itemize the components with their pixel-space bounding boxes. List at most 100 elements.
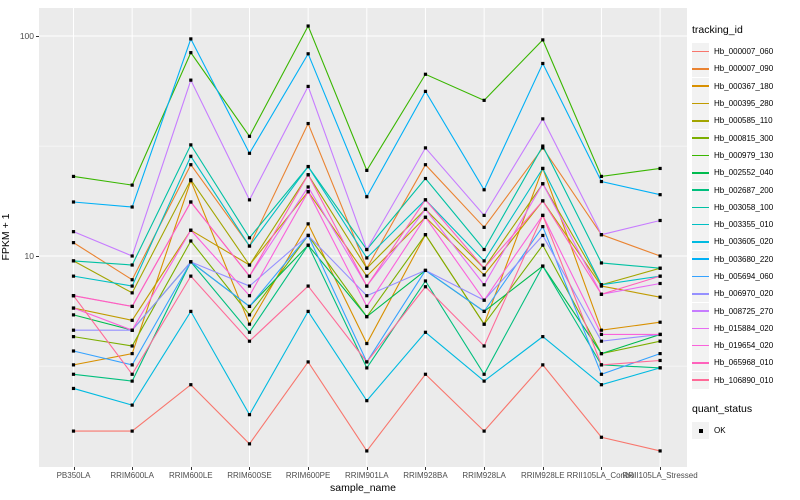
x-tick-label-RRIM600PE: RRIM600PE [285, 471, 331, 480]
data-point [365, 341, 369, 346]
legend-key-line [692, 85, 709, 88]
data-point [189, 143, 193, 147]
data-point [599, 339, 604, 343]
data-point [541, 264, 545, 268]
data-point [365, 284, 369, 288]
legend-label: Hb_002687_200 [714, 185, 774, 195]
data-point [306, 309, 310, 313]
data-point [247, 294, 252, 298]
data-point [658, 281, 662, 286]
data-point [541, 146, 545, 150]
data-point [130, 429, 134, 433]
legend-key-line [692, 275, 709, 278]
legend-key-line [692, 292, 709, 295]
legend-label: Hb_006970_020 [714, 289, 774, 299]
legend-label: Hb_015884_020 [714, 323, 774, 333]
legend-key-swatch [692, 302, 709, 320]
legend-label: Hb_003355_010 [714, 220, 774, 230]
x-tick-mark [249, 467, 251, 470]
legend-entries: Hb_000007_060 Hb_000007_090 Hb_000367_180 H… [692, 43, 798, 389]
legend-label: Hb_106890_010 [714, 375, 774, 385]
x-tick-label-RRII105LA_Stressed: RRII105LA_Stressed [622, 471, 698, 480]
legend-key-line [692, 310, 709, 312]
data-point [658, 332, 662, 337]
legend-key-line [692, 241, 709, 243]
data-point [247, 134, 252, 138]
data-point [306, 284, 310, 288]
data-point [130, 284, 134, 288]
x-tick-label-RRIM901LA: RRIM901LA [345, 471, 389, 480]
y-axis-title: FPKM + 1 [0, 213, 12, 261]
data-point [658, 320, 662, 324]
legend-key-line [692, 327, 709, 330]
data-point [541, 225, 545, 229]
data-point [423, 89, 428, 93]
data-point [658, 295, 662, 299]
data-point [71, 259, 76, 263]
data-point [365, 366, 369, 370]
legend-label: Hb_002552_040 [714, 168, 774, 178]
data-point [423, 207, 428, 211]
data-point [658, 366, 662, 370]
data-point [130, 183, 134, 187]
x-tick-label-RRIM600SE: RRIM600SE [227, 471, 272, 480]
data-point [247, 304, 252, 309]
data-point [541, 117, 545, 121]
data-point [599, 383, 604, 387]
data-point [482, 429, 486, 433]
data-point [423, 279, 428, 283]
data-point [247, 322, 252, 326]
legend-entry-Hb_000007_090: Hb_000007_090 [692, 60, 798, 78]
data-point [306, 190, 310, 194]
data-point [247, 413, 252, 417]
data-point [247, 236, 252, 240]
data-point [189, 260, 193, 264]
data-point [130, 254, 134, 258]
plot-panel [39, 8, 687, 467]
data-point [482, 247, 486, 252]
data-point [306, 84, 310, 89]
legend-key-swatch [692, 146, 709, 164]
legend-label: Hb_000367_180 [714, 81, 774, 91]
data-point [130, 344, 134, 348]
data-point [130, 363, 134, 367]
legend-label: Hb_003680_220 [714, 254, 774, 264]
data-point [71, 230, 76, 234]
legend-entry-Hb_003680_220: Hb_003680_220 [692, 250, 798, 268]
legend-label: Hb_000585_110 [714, 116, 773, 126]
data-point [306, 185, 310, 189]
legend-entry-Hb_019654_020: Hb_019654_020 [692, 337, 798, 355]
legend-label: Hb_003605_020 [714, 237, 774, 247]
data-point [71, 313, 76, 317]
x-axis-title: sample_name [330, 482, 396, 494]
data-point [189, 228, 193, 232]
data-point [423, 72, 428, 76]
legend-entry-Hb_003605_020: Hb_003605_020 [692, 233, 798, 251]
legend-key-line [692, 344, 709, 347]
legend-key-swatch [692, 371, 709, 389]
plot-canvas [39, 8, 687, 467]
data-point [365, 247, 369, 252]
x-tick-mark [425, 467, 427, 470]
data-point [71, 306, 76, 310]
x-tick-label-RRIM928LA: RRIM928LA [462, 471, 506, 480]
legend-entry-Hb_000979_130: Hb_000979_130 [692, 146, 798, 164]
data-point [599, 435, 604, 439]
data-point [130, 318, 134, 322]
x-tick-label-RRII105LA_Control: RRII105LA_Control [566, 471, 637, 480]
data-point [423, 163, 428, 167]
data-point [599, 363, 604, 367]
legend-key-swatch [692, 354, 709, 372]
data-point [482, 98, 486, 102]
data-point [599, 174, 604, 179]
data-point [306, 173, 310, 177]
data-point [541, 213, 545, 217]
data-point [482, 344, 486, 348]
legend-key-line [692, 120, 709, 122]
legend-title-tracking-id: tracking_id [692, 24, 743, 36]
legend-label: Hb_065968_010 [714, 358, 774, 368]
data-point [365, 274, 369, 278]
data-point [247, 274, 252, 278]
data-point [423, 372, 428, 376]
